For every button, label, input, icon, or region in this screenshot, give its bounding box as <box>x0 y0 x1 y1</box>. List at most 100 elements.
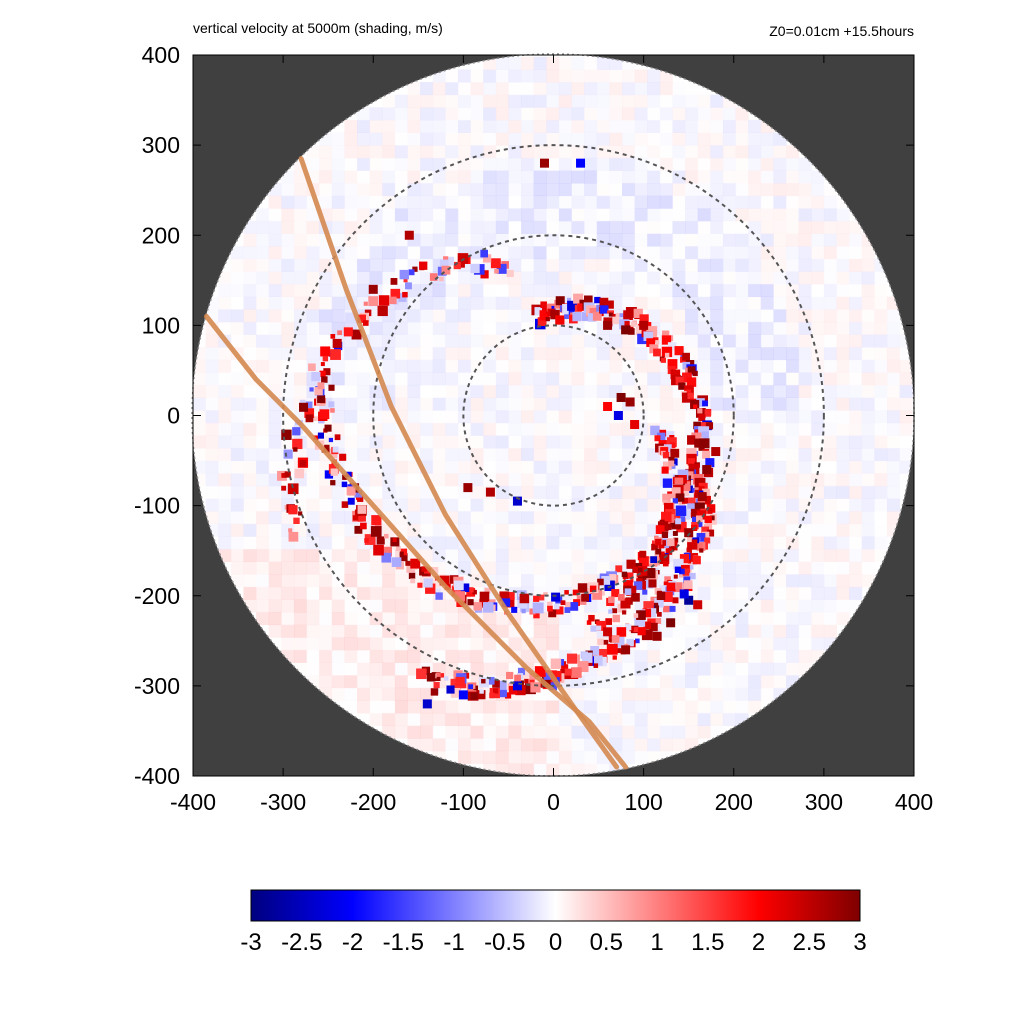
shading-cell <box>836 536 850 550</box>
spiral-cell <box>560 664 569 673</box>
shading-cell <box>293 233 308 247</box>
shading-cell <box>710 283 724 298</box>
spiral-cell <box>564 607 571 613</box>
shading-cell <box>357 687 371 701</box>
spiral-cell <box>672 582 683 593</box>
shading-cell <box>470 410 484 424</box>
shading-cell <box>735 132 749 146</box>
shading-cell <box>470 649 484 663</box>
shading-cell <box>483 82 497 96</box>
shading-cell <box>306 498 320 512</box>
spiral-cell <box>587 313 597 322</box>
shading-cell <box>861 447 875 462</box>
shading-cell <box>722 107 737 121</box>
spiral-cell <box>391 557 402 567</box>
spiral-cell <box>484 587 491 594</box>
shading-cell <box>457 359 472 373</box>
shading-cell <box>634 750 648 764</box>
spiral-cell <box>567 297 572 302</box>
shading-cell <box>786 511 800 525</box>
shading-cell <box>773 611 787 626</box>
shading-cell <box>760 170 774 184</box>
shading-cell <box>521 258 535 272</box>
shading-cell <box>584 182 598 197</box>
shading-cell <box>836 498 850 512</box>
shading-cell <box>243 334 257 348</box>
shading-cell <box>394 182 408 197</box>
shading-cell <box>432 82 446 96</box>
shading-cell <box>786 309 800 323</box>
shading-cell <box>281 233 295 247</box>
colorbar-tick-label: -2.5 <box>281 929 322 956</box>
shading-cell <box>533 107 547 121</box>
spiral-cell <box>606 643 618 655</box>
shading-cell <box>685 94 699 108</box>
shading-cell <box>457 712 472 727</box>
shading-cell <box>571 347 585 361</box>
shading-cell <box>470 473 484 487</box>
shading-cell <box>533 763 547 776</box>
shading-cell <box>521 700 535 714</box>
shading-cell <box>722 384 737 398</box>
shading-cell <box>533 460 547 474</box>
shading-cell <box>445 359 459 373</box>
shading-cell <box>748 473 762 487</box>
spiral-cell <box>364 534 376 545</box>
shading-cell <box>546 637 560 651</box>
shading-cell <box>634 447 648 462</box>
shading-cell <box>634 384 648 398</box>
spiral-cell <box>496 680 507 692</box>
y-tick-label: -200 <box>134 583 180 609</box>
spiral-cell <box>355 495 360 500</box>
shading-cell <box>495 485 509 499</box>
shading-cell <box>357 700 371 714</box>
shading-cell <box>710 107 724 121</box>
spiral-cell <box>421 566 427 572</box>
shading-cell <box>293 271 308 285</box>
spiral-cell <box>686 377 697 387</box>
shading-cell <box>773 309 787 323</box>
shading-cell <box>369 384 383 398</box>
shading-cell <box>609 233 623 247</box>
shading-cell <box>483 145 497 159</box>
shading-cell <box>495 548 509 563</box>
shading-cell <box>193 397 207 411</box>
shading-cell <box>521 82 535 96</box>
shading-cell <box>874 435 888 449</box>
shading-cell <box>457 107 472 121</box>
shading-cell <box>659 624 673 638</box>
spiral-cell <box>633 566 640 573</box>
shading-cell <box>609 271 623 285</box>
spiral-cell <box>417 582 423 588</box>
shading-cell <box>218 536 232 550</box>
shading-cell <box>786 208 800 222</box>
spiral-cell <box>529 678 535 684</box>
shading-cell <box>748 700 762 714</box>
shading-cell <box>811 220 825 234</box>
shading-cell <box>331 687 345 701</box>
velocity-cell <box>684 595 694 605</box>
spiral-cell <box>672 597 679 604</box>
shading-cell <box>495 460 509 474</box>
shading-cell <box>205 460 219 474</box>
shading-cell <box>495 422 509 436</box>
shading-cell <box>281 170 295 184</box>
spiral-cell <box>643 601 654 612</box>
shading-cell <box>394 347 408 361</box>
shading-cell <box>836 220 850 234</box>
shading-cell <box>394 662 408 676</box>
shading-cell <box>647 662 661 676</box>
shading-cell <box>495 321 509 335</box>
shading-cell <box>407 372 421 386</box>
shading-cell <box>861 271 875 285</box>
shading-cell <box>685 195 699 209</box>
shading-cell <box>609 258 623 272</box>
spiral-cell <box>538 594 545 601</box>
shading-cell <box>357 359 371 373</box>
shading-cell <box>546 422 560 436</box>
shading-cell <box>621 447 636 462</box>
spiral-cell <box>643 331 654 341</box>
shading-cell <box>306 511 320 525</box>
shading-cell <box>874 372 888 386</box>
shading-cell <box>685 675 699 689</box>
